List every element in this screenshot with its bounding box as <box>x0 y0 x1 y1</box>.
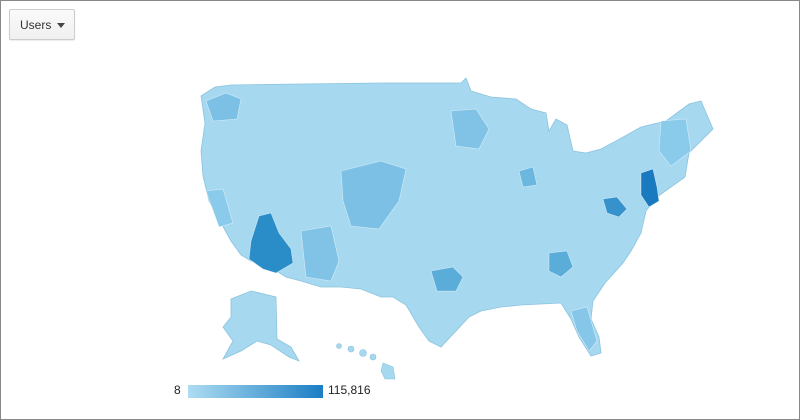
alaska <box>222 290 300 362</box>
region <box>548 250 574 278</box>
legend-max-label: 115,816 <box>328 383 371 397</box>
region <box>340 160 407 230</box>
region <box>518 166 538 188</box>
dropdown-caret <box>57 23 65 28</box>
region <box>602 196 628 218</box>
region <box>430 266 464 292</box>
region <box>248 212 294 274</box>
region <box>640 168 660 208</box>
hawaii <box>336 343 396 380</box>
us-mainland <box>200 77 714 357</box>
region <box>300 225 340 282</box>
dropdown-label: Users <box>20 18 52 32</box>
region <box>205 92 242 122</box>
region <box>570 306 598 352</box>
legend-min-label: 8 <box>174 383 181 397</box>
legend-gradient <box>188 385 323 398</box>
region <box>450 108 490 150</box>
region <box>658 118 692 167</box>
region <box>205 188 234 228</box>
metric-dropdown[interactable]: Users <box>9 9 75 40</box>
